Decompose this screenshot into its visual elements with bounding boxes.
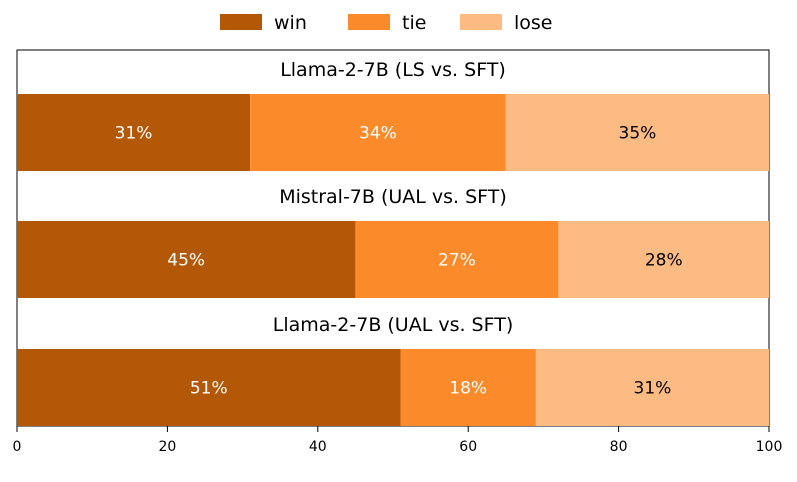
x-tick-label-0: 0: [13, 439, 22, 455]
bars: 31% 34% 35% 45% 27% 28% 51% 18% 31%: [17, 94, 769, 426]
x-tick-label-1: 20: [158, 439, 176, 455]
data-label-lose-1: 28%: [645, 251, 683, 271]
data-label-win-1: 45%: [167, 251, 205, 271]
data-label-win-0: 31%: [115, 124, 153, 144]
category-title-1: Mistral-7B (UAL vs. SFT): [279, 186, 507, 208]
x-axis: 0 20 40 60 80 100: [13, 426, 783, 455]
data-label-lose-0: 35%: [619, 124, 657, 144]
legend-label-lose: lose: [514, 12, 553, 34]
data-label-tie-1: 27%: [438, 251, 476, 271]
legend-swatch-win: [220, 14, 262, 30]
legend-label-win: win: [274, 12, 307, 34]
x-tick-label-4: 80: [610, 439, 628, 455]
legend-label-tie: tie: [402, 12, 426, 34]
x-tick-label-2: 40: [309, 439, 327, 455]
data-label-win-2: 51%: [190, 379, 228, 399]
category-title-2: Llama-2-7B (UAL vs. SFT): [273, 314, 513, 336]
legend: win tie lose: [220, 12, 553, 34]
x-tick-label-5: 100: [756, 439, 783, 455]
category-title-0: Llama-2-7B (LS vs. SFT): [280, 59, 506, 81]
legend-swatch-lose: [460, 14, 502, 30]
data-label-tie-0: 34%: [359, 124, 397, 144]
x-tick-label-3: 60: [459, 439, 477, 455]
legend-swatch-tie: [348, 14, 390, 30]
data-label-lose-2: 31%: [634, 379, 672, 399]
data-label-tie-2: 18%: [449, 379, 487, 399]
